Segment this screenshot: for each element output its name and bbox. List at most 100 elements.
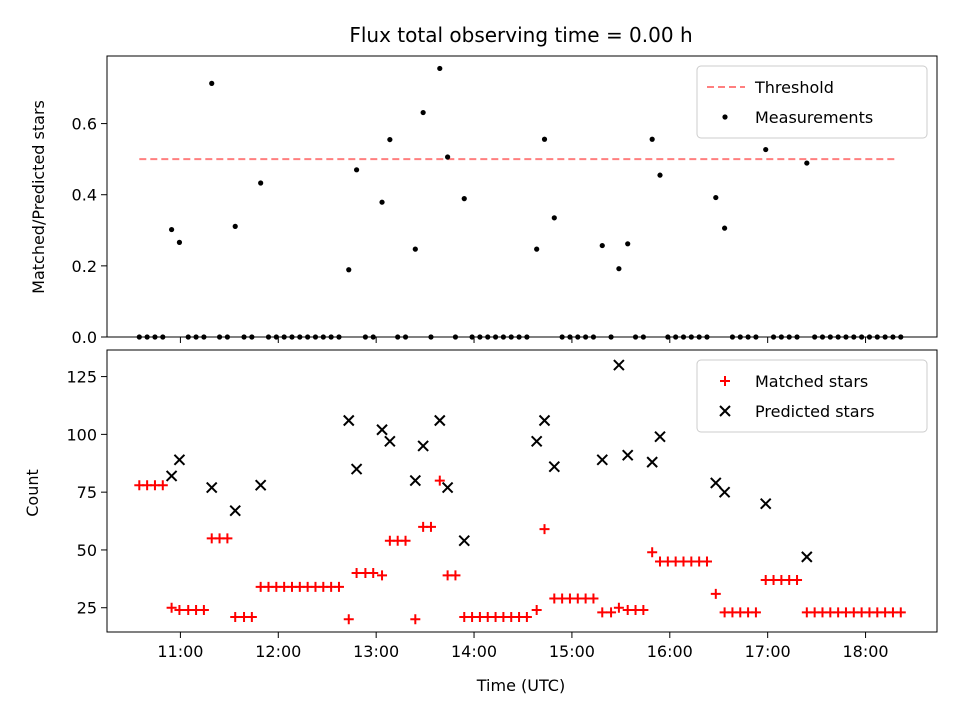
matched-stars-point [157,480,168,491]
predicted-stars-point [384,435,396,448]
legend-matched-stars-swatch [720,376,730,386]
measurement-point [232,223,238,229]
predicted-stars-point [548,461,561,473]
measurement-point [420,109,426,116]
measurement-point [722,225,728,231]
predicted-stars-point [646,456,658,468]
bottom-y-tick-label: 100 [66,425,97,444]
bottom-panel: 25 50 75 100 125 11:00 12:00 13:00 14:00 15:00 16:… [66,349,938,661]
matched-stars-point [895,607,906,618]
top-y-tick-label: 0.2 [72,257,97,276]
matched-stars-point [377,570,388,581]
matched-stars-point [400,535,411,546]
bottom-x-tick-label: 13:00 [353,642,399,661]
predicted-stars-point [622,449,634,461]
measurement-point [168,226,175,233]
top-y-axis-label: Matched/Predicted stars [29,100,48,294]
matched-stars-point [597,607,608,618]
measurement-point [713,194,719,201]
bottom-y-tick-label: 75 [77,483,97,502]
matched-stars-point [198,605,209,616]
legend-label: Threshold [754,78,834,97]
measurement-point [412,246,418,252]
bottom-y-axis-label: Count [23,469,42,517]
bottom-axes-frame [106,349,938,633]
measurement-point [657,172,663,178]
matched-stars-point [425,521,436,532]
predicted-stars-point [350,463,363,475]
predicted-stars-point [434,414,446,427]
legend-predicted-stars-swatch [719,405,731,417]
matched-stars-point [222,533,233,544]
matched-stars-point [343,614,354,625]
bottom-x-tick-label: 16:00 [647,642,693,661]
top-legend: Threshold Measurements [696,65,928,139]
matched-stars-point [166,602,177,613]
top-legend-box [696,65,928,139]
measurement-point [625,241,631,247]
predicted-stars-point [760,498,772,510]
matched-stars-point [710,588,721,599]
chart-title: Flux total observing time = 0.00 h [349,23,692,47]
matched-stars-point [351,568,362,579]
bottom-series-predicted-stars [165,359,813,563]
measurement-point [353,167,360,173]
matched-stars-point [410,614,421,625]
predicted-stars-point [710,477,722,489]
bottom-x-tick-label: 11:00 [157,642,203,661]
legend-label: Measurements [755,108,873,127]
matched-stars-point [521,611,532,622]
bottom-y-tick-label: 125 [66,368,97,387]
matched-stars-point [647,547,658,558]
predicted-stars-point [417,440,429,452]
measurement-point [804,160,810,166]
measurement-point [387,136,393,143]
predicted-stars-point [173,454,186,466]
predicted-stars-point [613,359,625,371]
measurement-point [461,196,467,202]
matched-stars-point [792,574,803,585]
measurement-point [534,246,540,252]
legend-label: Predicted stars [755,402,875,421]
matched-stars-point [246,611,257,622]
measurement-point [176,239,183,245]
bottom-x-tick-label: 17:00 [745,642,791,661]
matched-stars-point [606,607,617,618]
bottom-y-tick-label: 25 [77,599,97,618]
measurement-point [551,215,557,221]
bottom-legend-box [696,359,928,433]
predicted-stars-point [530,435,543,448]
bottom-x-tick-label: 14:00 [451,642,497,661]
bottom-series-matched-stars [134,475,906,625]
bottom-x-tick-label: 15:00 [549,642,595,661]
bottom-y-tick-label: 50 [77,541,97,560]
matched-stars-point [588,593,599,604]
matched-stars-point [333,581,344,592]
top-y-tick-label: 0.4 [72,186,97,205]
predicted-stars-point [538,414,551,427]
measurement-point [258,180,264,186]
predicted-stars-point [409,474,422,487]
measurement-point [541,136,548,142]
matched-stars-point [701,556,712,567]
measurement-point [209,80,215,86]
bottom-x-tick-label: 12:00 [255,642,301,661]
predicted-stars-point [165,470,178,482]
measurement-point [445,154,451,160]
matched-stars-point [539,524,550,535]
matched-stars-point [434,475,445,486]
top-y-tick-label: 0.0 [72,328,97,347]
measurement-point [649,136,655,142]
matched-stars-point [638,605,649,616]
predicted-stars-point [458,534,470,547]
x-axis-label: Time (UTC) [476,676,565,695]
measurement-point [616,266,622,272]
measurement-point [763,146,769,153]
predicted-stars-point [596,454,608,466]
measurement-point [379,199,385,205]
legend-measurements-swatch [722,114,728,120]
predicted-stars-point [441,481,454,494]
predicted-stars-point [254,479,267,491]
top-panel: 0.0 0.2 0.4 0.6 Threshold Measurements [72,55,938,347]
